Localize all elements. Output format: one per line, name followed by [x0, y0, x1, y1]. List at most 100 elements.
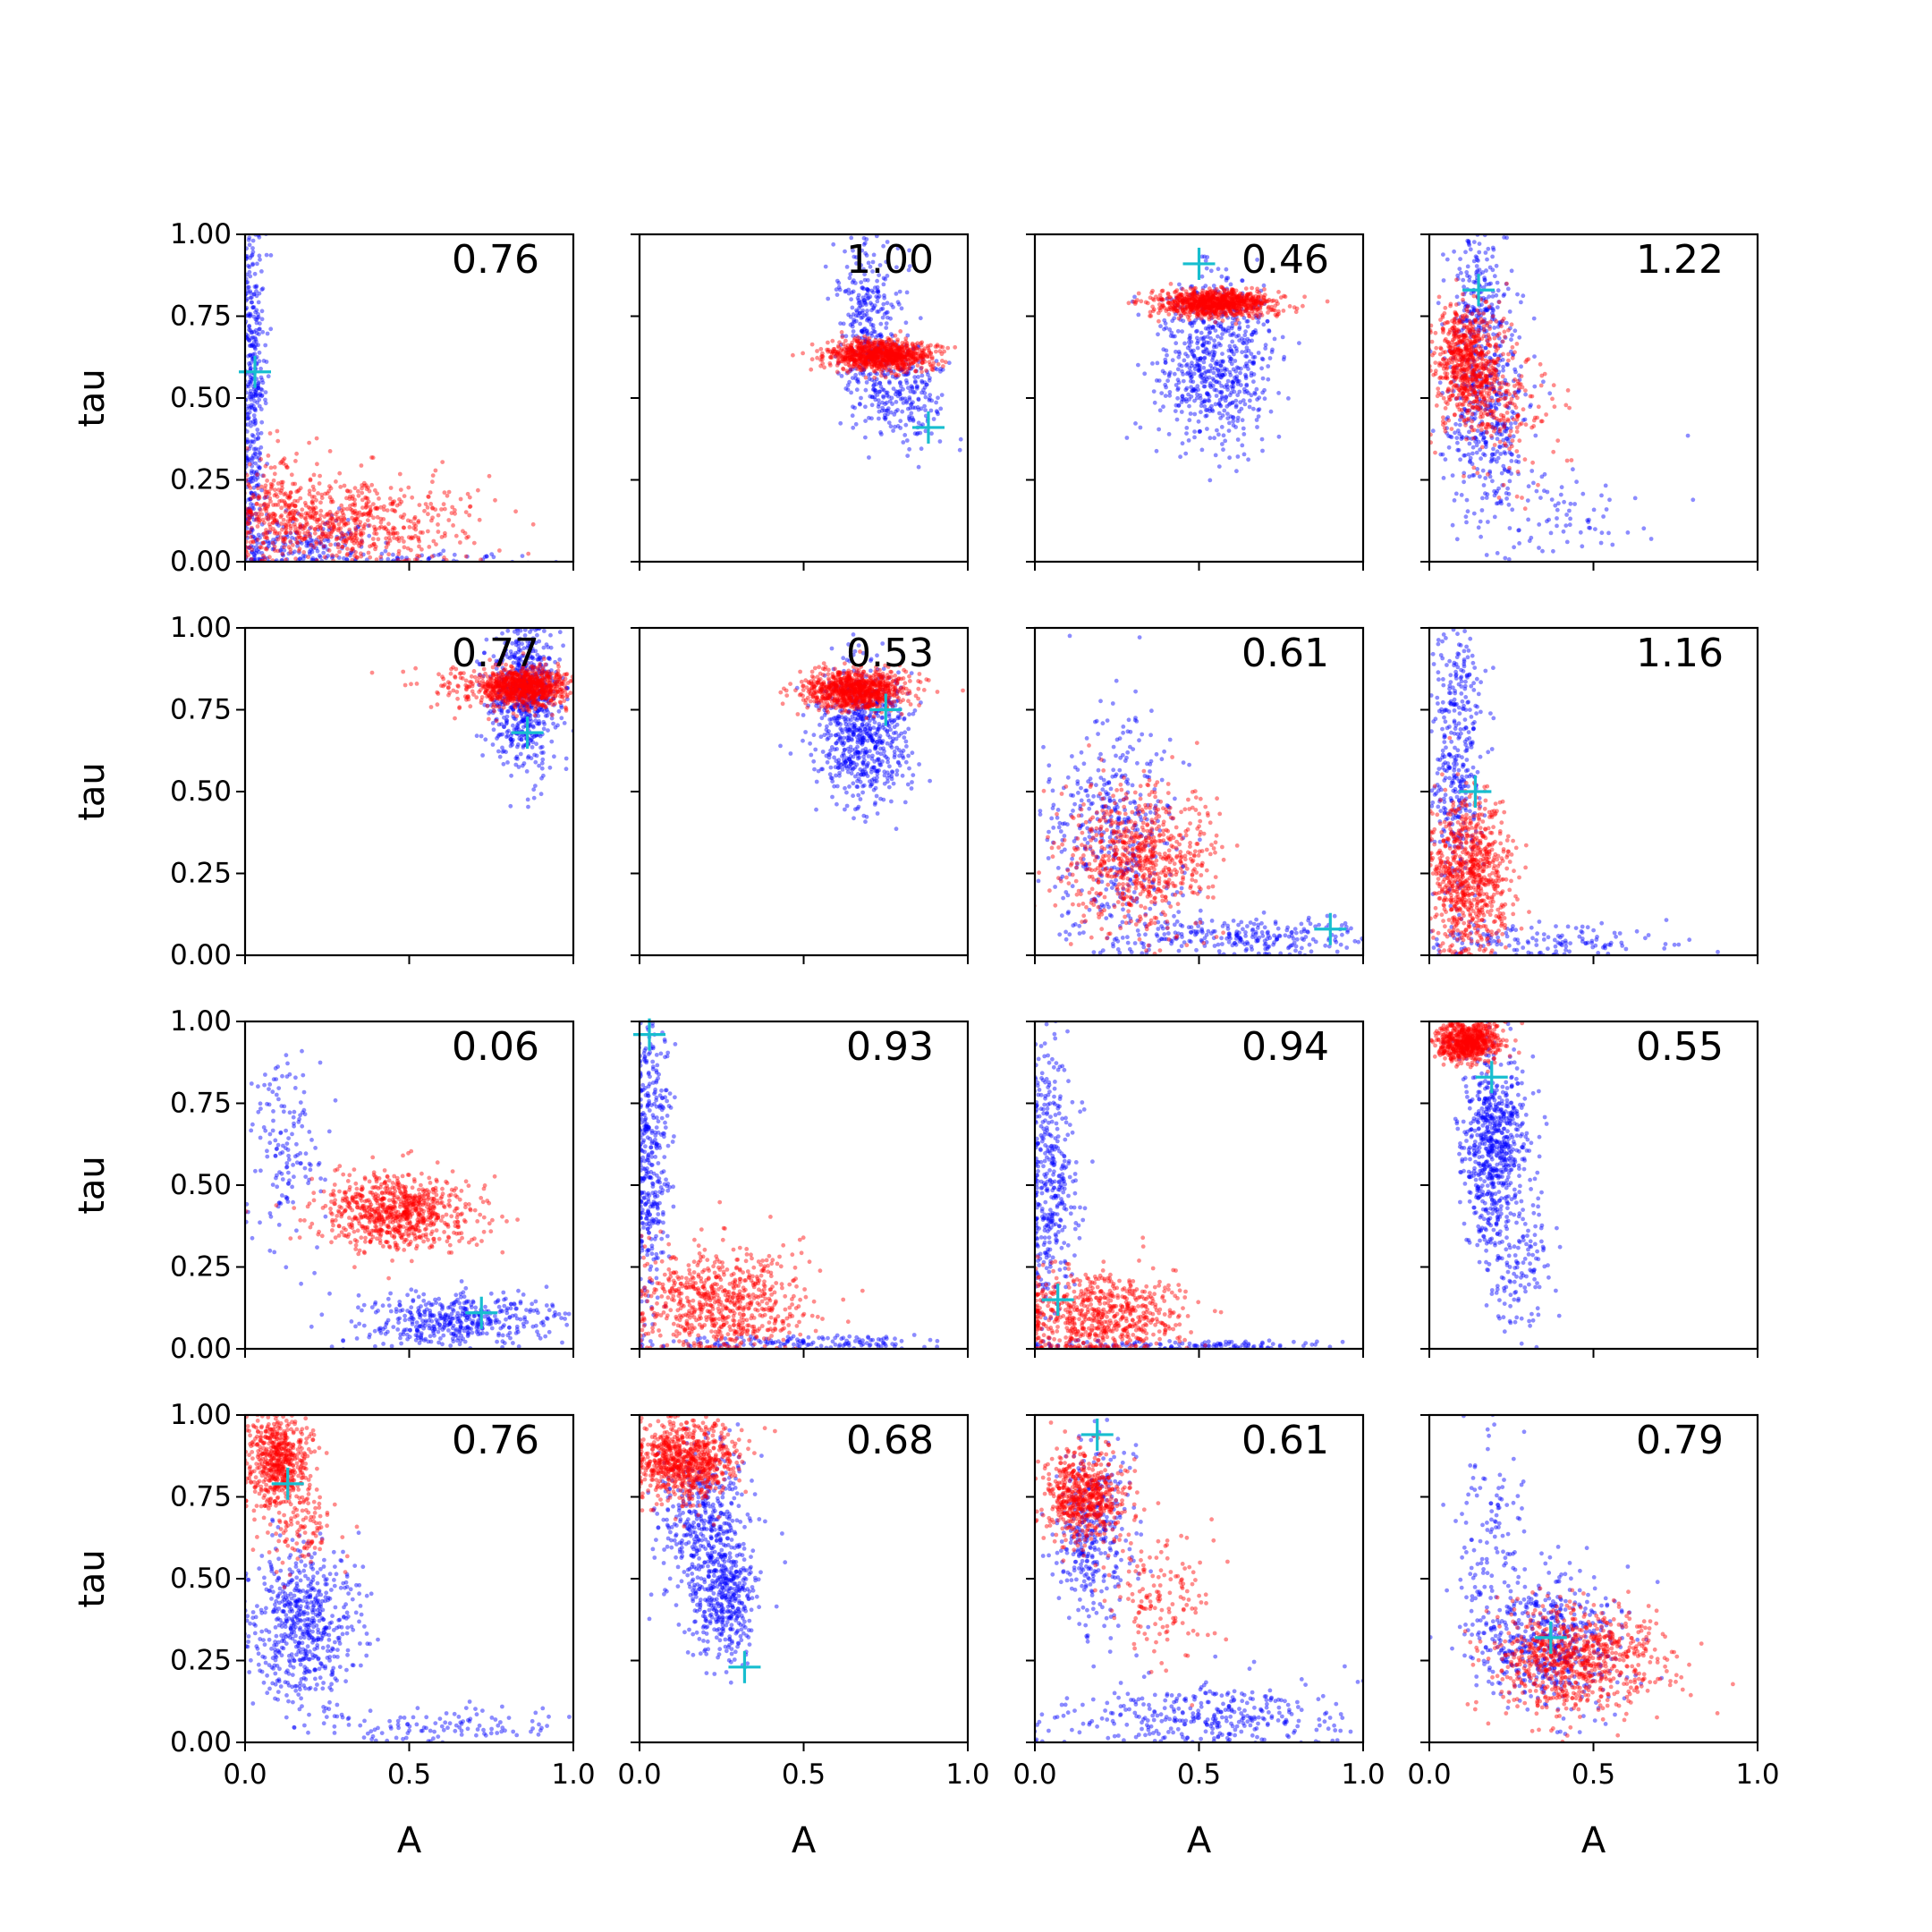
- data-point: [378, 524, 384, 530]
- data-point: [267, 431, 273, 436]
- data-point: [875, 371, 879, 377]
- data-point: [841, 342, 846, 347]
- data-point: [1243, 329, 1248, 335]
- data-point: [868, 301, 873, 306]
- data-point: [315, 548, 320, 554]
- data-point: [1174, 341, 1179, 346]
- data-point: [240, 504, 244, 508]
- data-point: [919, 366, 924, 371]
- data-point: [878, 344, 884, 350]
- data-point: [265, 489, 269, 495]
- data-point: [1230, 296, 1235, 301]
- data-point: [921, 387, 926, 393]
- data-point: [865, 331, 869, 335]
- data-point: [869, 302, 875, 307]
- data-point: [342, 521, 347, 525]
- data-point: [250, 253, 254, 258]
- data-point: [364, 496, 369, 501]
- data-point: [884, 310, 889, 315]
- data-point: [271, 541, 276, 547]
- data-point: [263, 343, 268, 348]
- data-point: [283, 521, 287, 527]
- data-point: [895, 365, 900, 370]
- data-point: [919, 357, 924, 361]
- data-point: [430, 473, 436, 478]
- data-point: [1216, 312, 1221, 318]
- data-point: [253, 512, 258, 516]
- data-point: [931, 360, 936, 366]
- data-point: [1180, 287, 1185, 292]
- data-point: [1287, 304, 1292, 309]
- data-point: [1224, 299, 1230, 304]
- data-point: [309, 547, 313, 553]
- data-point: [873, 353, 878, 359]
- data-point: [239, 253, 243, 258]
- data-point: [247, 361, 251, 366]
- data-point: [922, 403, 927, 409]
- data-point: [889, 352, 894, 357]
- data-point: [1150, 361, 1155, 366]
- data-point: [860, 285, 865, 291]
- data-point: [914, 386, 919, 391]
- data-point: [882, 358, 887, 363]
- data-point: [372, 527, 377, 532]
- data-point: [359, 542, 364, 547]
- data-point: [914, 369, 919, 374]
- data-point: [285, 519, 291, 524]
- data-point: [863, 336, 868, 342]
- data-point: [334, 518, 339, 523]
- data-point: [1471, 240, 1477, 244]
- data-point: [906, 369, 911, 374]
- data-point: [302, 525, 307, 530]
- data-point: [890, 343, 895, 349]
- data-point: [266, 453, 271, 458]
- data-point: [856, 345, 861, 351]
- data-point: [953, 344, 958, 350]
- data-point: [468, 504, 472, 509]
- data-point: [867, 415, 871, 420]
- data-point: [865, 287, 870, 292]
- data-point: [861, 286, 866, 292]
- data-point: [1302, 294, 1307, 300]
- data-point: [1233, 425, 1238, 429]
- data-point: [904, 400, 910, 405]
- data-point: [415, 555, 419, 561]
- data-point: [256, 447, 260, 452]
- data-point: [887, 351, 893, 356]
- data-point: [883, 354, 888, 360]
- data-point: [928, 376, 932, 380]
- data-point: [897, 362, 902, 368]
- data-point: [885, 348, 890, 353]
- data-point: [294, 539, 300, 545]
- data-point: [392, 499, 397, 504]
- data-point: [318, 534, 323, 539]
- data-point: [872, 329, 877, 335]
- data-point: [318, 539, 322, 545]
- data-point: [258, 465, 262, 470]
- data-point: [1209, 366, 1215, 371]
- data-point: [262, 521, 267, 525]
- data-point: [349, 530, 354, 536]
- data-point: [849, 235, 854, 241]
- data-point: [266, 374, 271, 379]
- data-point: [884, 339, 889, 344]
- data-point: [263, 483, 268, 488]
- data-point: [246, 519, 251, 524]
- data-point: [905, 350, 911, 355]
- data-point: [278, 461, 283, 466]
- data-point: [255, 261, 259, 267]
- data-point: [878, 351, 884, 356]
- data-point: [867, 338, 872, 343]
- data-point: [1237, 389, 1242, 394]
- data-point: [325, 491, 330, 496]
- data-point: [1234, 334, 1239, 339]
- data-point: [885, 361, 889, 367]
- data-point: [852, 356, 857, 361]
- data-point: [877, 360, 881, 366]
- data-point: [286, 551, 292, 556]
- data-point: [1201, 301, 1207, 306]
- data-point: [918, 353, 923, 359]
- data-point: [326, 512, 330, 516]
- data-point: [877, 348, 881, 352]
- data-point: [275, 481, 281, 486]
